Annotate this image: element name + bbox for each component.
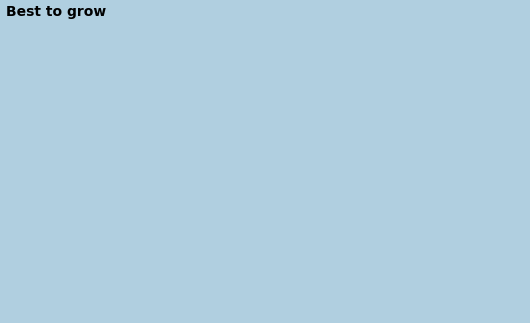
Text: Best to grow: Best to grow [6,5,106,19]
